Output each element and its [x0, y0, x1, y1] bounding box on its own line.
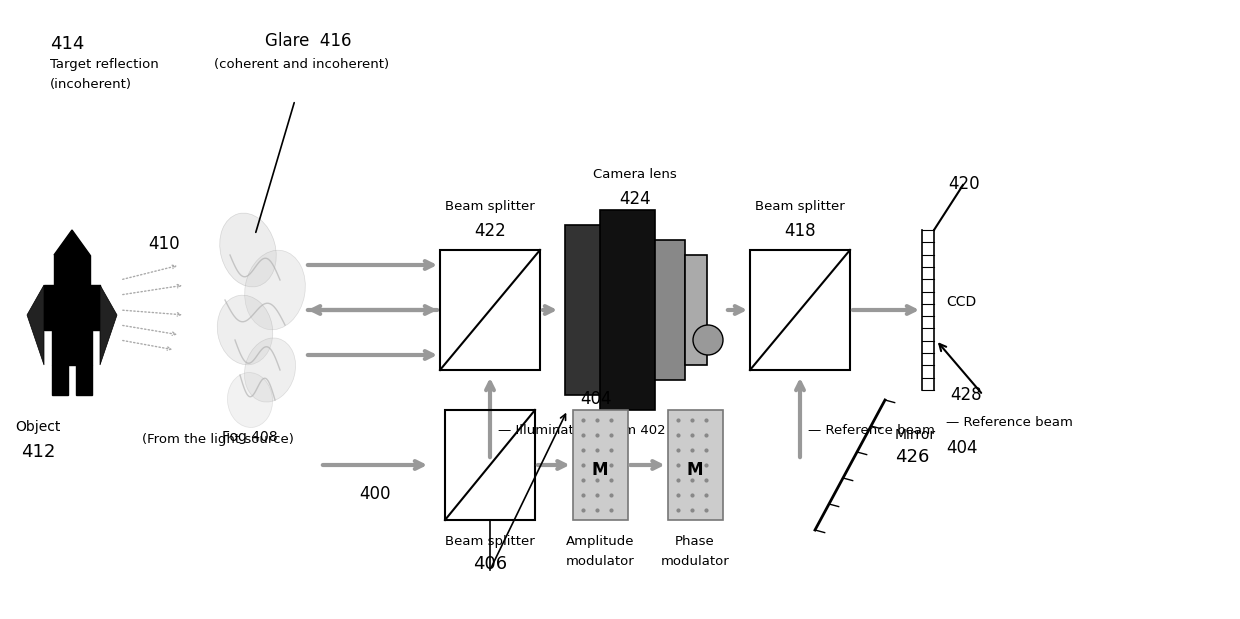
Text: modulator: modulator: [661, 555, 729, 568]
Bar: [52, 330, 92, 365]
Text: 418: 418: [784, 222, 816, 240]
Bar: [750, 250, 849, 370]
Bar: [655, 240, 684, 380]
Text: (From the light source): (From the light source): [143, 433, 294, 446]
Text: 428: 428: [950, 386, 982, 404]
Bar: [573, 410, 627, 520]
Text: Phase: Phase: [675, 535, 715, 548]
Text: 404: 404: [946, 439, 977, 457]
Bar: [565, 225, 635, 395]
Circle shape: [693, 325, 723, 355]
Text: 406: 406: [472, 555, 507, 573]
Text: Beam splitter: Beam splitter: [445, 200, 534, 213]
Bar: [684, 255, 707, 365]
Text: Amplitude: Amplitude: [565, 535, 634, 548]
Text: 420: 420: [949, 175, 980, 193]
Polygon shape: [100, 285, 117, 365]
Text: M: M: [591, 461, 609, 479]
Ellipse shape: [244, 250, 305, 330]
Text: Beam splitter: Beam splitter: [755, 200, 844, 213]
Text: M: M: [687, 461, 703, 479]
Ellipse shape: [244, 338, 295, 402]
Bar: [440, 250, 539, 370]
Bar: [76, 365, 92, 395]
Text: (coherent and incoherent): (coherent and incoherent): [215, 58, 389, 71]
Text: 410: 410: [148, 235, 180, 253]
Text: modulator: modulator: [565, 555, 635, 568]
Ellipse shape: [227, 373, 273, 428]
Text: Beam splitter: Beam splitter: [445, 535, 534, 548]
Bar: [445, 410, 534, 520]
Text: 422: 422: [474, 222, 506, 240]
Polygon shape: [27, 285, 43, 365]
Text: — Reference beam: — Reference beam: [946, 415, 1073, 428]
Ellipse shape: [219, 213, 277, 287]
Text: CCD: CCD: [946, 295, 976, 309]
Text: 424: 424: [619, 190, 651, 208]
Text: — Reference beam: — Reference beam: [808, 423, 935, 436]
Text: Camera lens: Camera lens: [593, 168, 677, 181]
Text: Target reflection: Target reflection: [50, 58, 159, 71]
Bar: [55, 255, 91, 285]
Text: 414: 414: [50, 35, 84, 53]
Bar: [600, 210, 655, 410]
Bar: [52, 365, 68, 395]
Text: Fog 408: Fog 408: [222, 430, 278, 444]
Bar: [43, 285, 100, 330]
Text: Mirror: Mirror: [895, 428, 936, 442]
Text: 400: 400: [360, 485, 391, 503]
Text: (incoherent): (incoherent): [50, 78, 131, 91]
Text: 404: 404: [580, 390, 613, 408]
Text: Object: Object: [15, 420, 61, 434]
Bar: [667, 410, 723, 520]
Text: 412: 412: [21, 443, 56, 461]
Text: — Illumination beam 402: — Illumination beam 402: [498, 423, 666, 436]
Text: 426: 426: [895, 448, 929, 466]
Ellipse shape: [217, 295, 273, 365]
Text: Glare  416: Glare 416: [265, 32, 351, 50]
Polygon shape: [55, 230, 91, 255]
